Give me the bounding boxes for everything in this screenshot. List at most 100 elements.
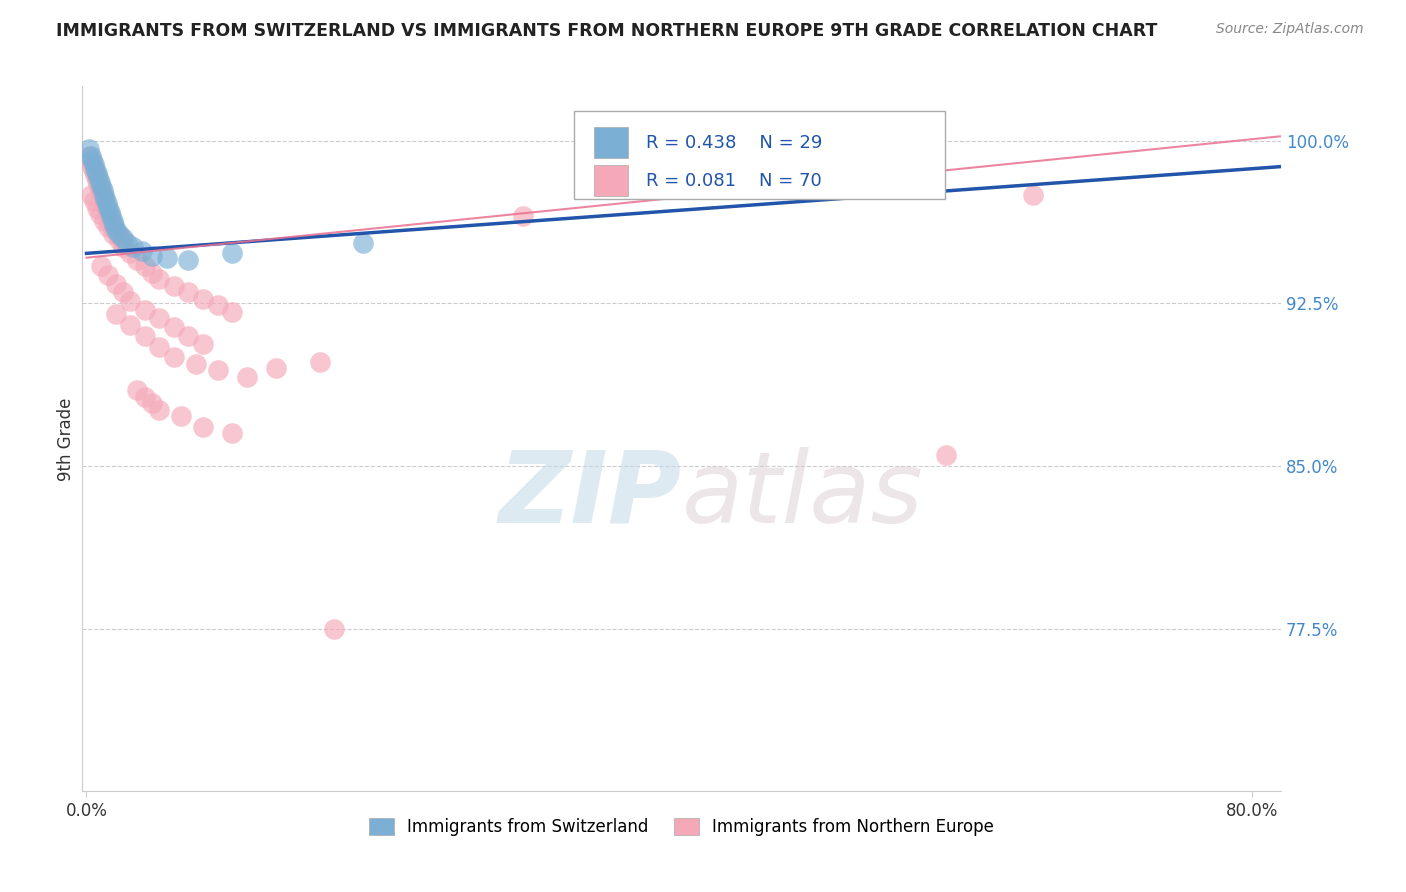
Point <box>148 340 170 354</box>
Point <box>141 266 163 280</box>
FancyBboxPatch shape <box>574 111 945 199</box>
Point <box>97 220 120 235</box>
Text: R = 0.438    N = 29: R = 0.438 N = 29 <box>645 134 823 152</box>
Text: atlas: atlas <box>682 447 924 544</box>
Text: Source: ZipAtlas.com: Source: ZipAtlas.com <box>1216 22 1364 37</box>
Point <box>148 402 170 417</box>
Point <box>87 177 110 191</box>
Point <box>120 246 142 260</box>
Point <box>89 207 111 221</box>
Point <box>94 199 117 213</box>
Point <box>87 170 110 185</box>
Point <box>177 328 200 343</box>
Point <box>98 205 121 219</box>
Point <box>79 142 101 156</box>
Point <box>141 396 163 410</box>
Point <box>104 307 127 321</box>
Point <box>100 210 122 224</box>
Point <box>323 622 346 636</box>
Point <box>163 279 186 293</box>
Point <box>107 227 129 241</box>
Point <box>111 240 134 254</box>
Text: R = 0.081    N = 70: R = 0.081 N = 70 <box>645 172 821 190</box>
Point <box>98 211 121 226</box>
Point <box>935 448 957 462</box>
Point <box>90 179 112 194</box>
Point <box>97 201 120 215</box>
Point <box>127 383 149 397</box>
Point <box>352 235 374 250</box>
Point <box>84 169 107 183</box>
Point <box>134 260 156 274</box>
Point <box>134 302 156 317</box>
Point <box>103 218 125 232</box>
Point <box>134 328 156 343</box>
Point <box>101 220 124 235</box>
Point <box>83 194 105 209</box>
Point <box>191 292 214 306</box>
Point <box>191 420 214 434</box>
Point <box>100 216 122 230</box>
Point <box>120 294 142 309</box>
Point <box>235 370 257 384</box>
Point <box>207 363 229 377</box>
Point <box>80 187 103 202</box>
Point <box>148 272 170 286</box>
Point <box>97 207 120 221</box>
Point <box>80 155 103 169</box>
Point <box>107 229 129 244</box>
Point <box>79 149 101 163</box>
Point <box>93 194 115 209</box>
Point <box>89 181 111 195</box>
Point <box>82 153 104 167</box>
Bar <box>593 165 627 196</box>
Bar <box>593 128 627 158</box>
Legend: Immigrants from Switzerland, Immigrants from Northern Europe: Immigrants from Switzerland, Immigrants … <box>363 812 1001 843</box>
Text: ZIP: ZIP <box>499 447 682 544</box>
Point <box>184 357 207 371</box>
Point <box>90 260 112 274</box>
Point <box>111 233 134 247</box>
Point <box>111 285 134 300</box>
Point <box>94 192 117 206</box>
Point <box>177 285 200 300</box>
Point <box>86 166 108 180</box>
Point <box>91 190 114 204</box>
Point <box>163 320 186 334</box>
Y-axis label: 9th Grade: 9th Grade <box>58 397 75 481</box>
Point <box>84 161 107 176</box>
Point <box>86 201 108 215</box>
Point <box>134 390 156 404</box>
Text: IMMIGRANTS FROM SWITZERLAND VS IMMIGRANTS FROM NORTHERN EUROPE 9TH GRADE CORRELA: IMMIGRANTS FROM SWITZERLAND VS IMMIGRANT… <box>56 22 1157 40</box>
Point <box>96 202 118 217</box>
Point <box>177 252 200 267</box>
Point <box>264 361 287 376</box>
Point <box>101 227 124 241</box>
Point <box>83 157 105 171</box>
Point <box>148 311 170 326</box>
Point <box>97 268 120 282</box>
Point <box>107 233 129 247</box>
Point <box>120 318 142 332</box>
Point <box>191 337 214 351</box>
Point <box>80 149 103 163</box>
Point <box>163 351 186 365</box>
Point <box>83 164 105 178</box>
Point <box>89 175 111 189</box>
Point <box>155 251 177 265</box>
Point <box>82 160 104 174</box>
Point <box>170 409 193 423</box>
Point <box>111 231 134 245</box>
Point <box>221 426 243 441</box>
Point <box>101 214 124 228</box>
Point <box>104 225 127 239</box>
Point <box>512 210 534 224</box>
Point <box>122 240 145 254</box>
Point <box>131 244 153 259</box>
Point <box>141 248 163 262</box>
Point <box>207 298 229 312</box>
Point <box>86 172 108 186</box>
Point <box>93 187 115 202</box>
Point <box>127 252 149 267</box>
Point <box>221 246 243 260</box>
